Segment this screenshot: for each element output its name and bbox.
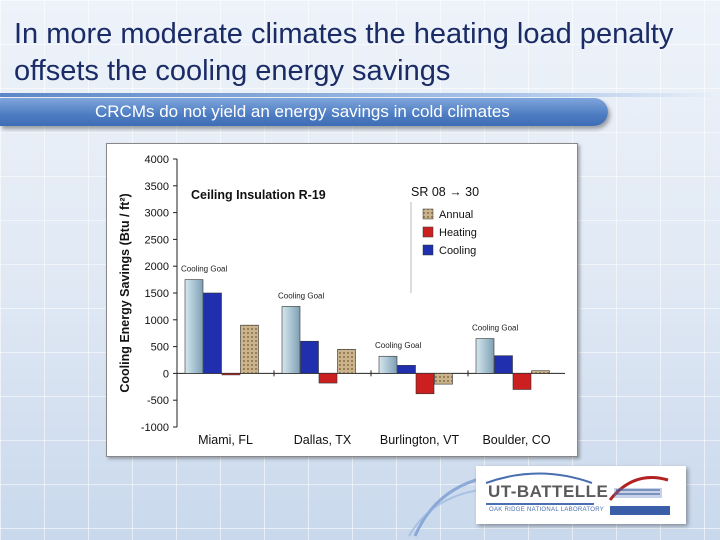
cooling-goal-label: Cooling Goal bbox=[278, 291, 324, 300]
annual-bar bbox=[434, 373, 453, 385]
annual-bar bbox=[337, 348, 356, 374]
x-category-label: Miami, FL bbox=[198, 433, 253, 447]
subtitle-banner bbox=[0, 98, 608, 126]
legend-label-cooling: Cooling bbox=[439, 245, 476, 257]
doe-logo-icon bbox=[608, 476, 670, 515]
cooling-goal-label: Cooling Goal bbox=[472, 324, 518, 333]
cooling-goal-bar bbox=[281, 306, 301, 374]
annual-bar bbox=[531, 370, 550, 374]
y-tick-label: 3000 bbox=[145, 208, 169, 220]
y-tick-label: 4000 bbox=[145, 154, 169, 166]
decorative-swoosh bbox=[408, 476, 484, 537]
logo-rule bbox=[486, 503, 594, 505]
y-tick-label: 0 bbox=[163, 368, 169, 380]
cooling-goal-label: Cooling Goal bbox=[375, 341, 421, 350]
y-tick-label: 3500 bbox=[145, 181, 169, 193]
heating-bar bbox=[318, 373, 338, 384]
legend-swatch-annual bbox=[422, 208, 434, 220]
cooling-bar bbox=[397, 365, 416, 374]
y-tick-label: 2500 bbox=[145, 234, 169, 246]
heating-bar bbox=[221, 373, 241, 376]
cooling-bar bbox=[300, 340, 319, 374]
cooling-goal-bar bbox=[184, 279, 204, 374]
logo-arc-icon bbox=[485, 472, 593, 484]
ut-battelle-logo: UT-BATTELLE OAK RIDGE NATIONAL LABORATOR… bbox=[476, 466, 686, 524]
cooling-goal-label: Cooling Goal bbox=[181, 265, 227, 274]
y-tick-label: -1000 bbox=[141, 422, 169, 434]
legend-swatch-heating bbox=[422, 226, 434, 238]
y-tick-label: 1000 bbox=[145, 315, 169, 327]
y-tick-label: -500 bbox=[147, 395, 169, 407]
annual-bar bbox=[240, 324, 259, 374]
legend-label-heating: Heating bbox=[439, 227, 477, 239]
subtitle-text: CRCMs do not yield an energy savings in … bbox=[95, 102, 510, 121]
chart-frame: 4000 3500 3000 2500 2000 1500 1000 500 0 -500 -100… bbox=[106, 143, 578, 457]
title-divider bbox=[0, 93, 720, 97]
chart-title: Ceiling Insulation R-19 bbox=[191, 188, 326, 202]
y-tick-label: 1500 bbox=[145, 288, 169, 300]
cooling-bar bbox=[494, 355, 513, 374]
y-axis-label: Cooling Energy Savings (Btu / ft²) bbox=[118, 193, 132, 392]
cooling-goal-bar bbox=[378, 355, 398, 374]
heating-bar bbox=[415, 373, 435, 395]
heating-bar bbox=[512, 373, 532, 390]
legend-swatch-cooling bbox=[422, 244, 434, 256]
logo-sub-text: OAK RIDGE NATIONAL LABORATORY bbox=[489, 507, 605, 513]
x-category-label: Boulder, CO bbox=[482, 433, 550, 447]
x-category-label: Burlington, VT bbox=[380, 433, 460, 447]
slide-title: In more moderate climates the heating lo… bbox=[14, 18, 674, 87]
x-category-label: Dallas, TX bbox=[294, 433, 352, 447]
cooling-bar bbox=[203, 292, 222, 374]
y-tick-label: 2000 bbox=[145, 261, 169, 273]
energy-savings-chart: 4000 3500 3000 2500 2000 1500 1000 500 0 -500 -100… bbox=[118, 154, 565, 447]
y-tick-label: 500 bbox=[151, 342, 169, 354]
legend-label-annual: Annual bbox=[439, 209, 473, 221]
legend-title: SR 08 → 30 bbox=[411, 185, 479, 199]
logo-org-text: UT-BATTELLE bbox=[488, 482, 609, 501]
cooling-goal-bar bbox=[475, 338, 495, 374]
